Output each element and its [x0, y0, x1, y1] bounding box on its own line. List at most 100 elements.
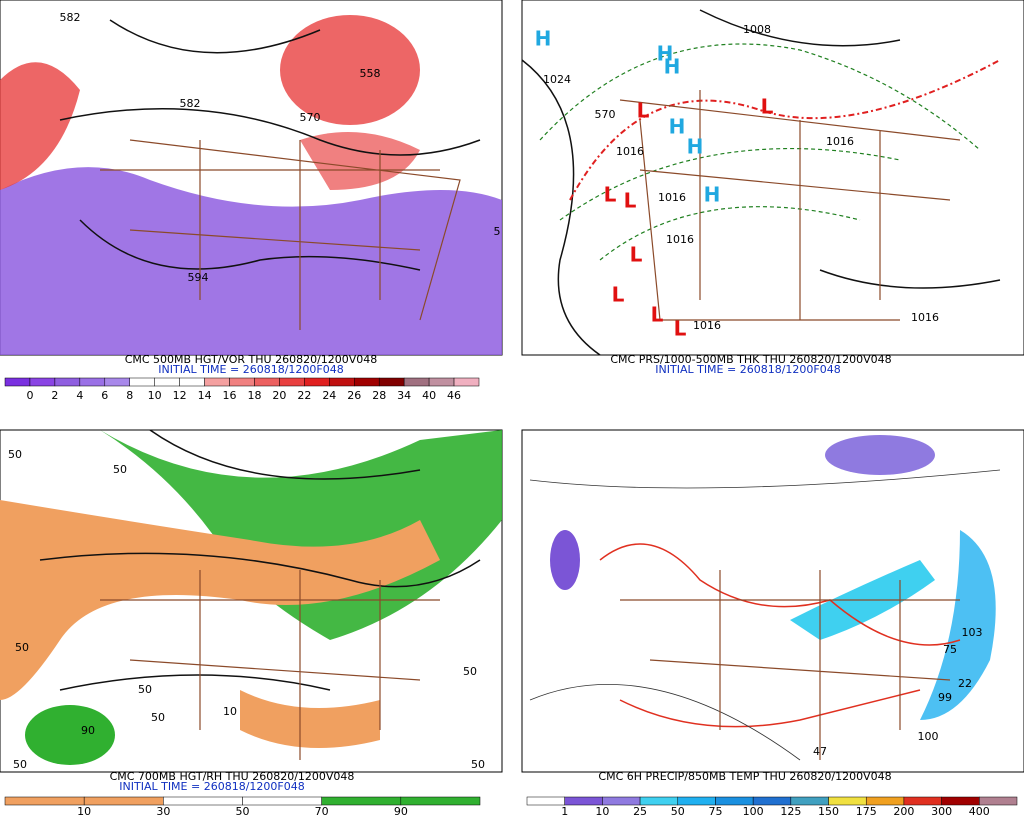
- thickness-contour: [539, 43, 981, 261]
- colorbar-swatch: [229, 377, 255, 387]
- contour-label: 558: [360, 67, 381, 80]
- colorbar-label: 10: [148, 389, 162, 402]
- high-marker: H: [704, 183, 721, 207]
- colorbar-label: 18: [247, 389, 261, 402]
- colorbar-label: 8: [126, 389, 133, 402]
- contour-label: 99: [938, 691, 952, 704]
- colorbar-swatch: [79, 377, 106, 387]
- colorbar-swatch: [564, 796, 603, 806]
- contour-label: 50: [471, 758, 485, 771]
- borders: [620, 570, 960, 760]
- contour-label: 50: [13, 758, 27, 771]
- colorbar-swatch: [526, 796, 565, 806]
- high-marker: H: [535, 27, 552, 51]
- colorbar-swatch: [329, 377, 355, 387]
- colorbar-label: 400: [969, 805, 990, 818]
- colorbar-swatch: [428, 377, 455, 387]
- colorbar-label: 46: [447, 389, 461, 402]
- colorbar-swatch: [254, 377, 280, 387]
- colorbar-label: 175: [856, 805, 877, 818]
- contour-label: 1016: [616, 145, 644, 158]
- height-contour: [59, 19, 481, 271]
- colorbar-swatch: [4, 796, 85, 806]
- colorbar-label: 24: [322, 389, 336, 402]
- contour-label: 10: [223, 705, 237, 718]
- colorbar-label: 75: [708, 805, 722, 818]
- borders: [619, 90, 961, 321]
- colorbar-label: 125: [780, 805, 801, 818]
- borders: [100, 139, 461, 330]
- colorbar-label: 100: [743, 805, 764, 818]
- dry-area: [240, 690, 380, 748]
- contour-label: 75: [943, 643, 957, 656]
- colorbar-label: 10: [595, 805, 609, 818]
- colorbar-label: 50: [236, 805, 250, 818]
- colorbar-swatch: [790, 796, 829, 806]
- colorbar-swatch: [677, 796, 716, 806]
- temperature-contour: [529, 469, 1001, 761]
- contour-label: 1024: [543, 73, 571, 86]
- colorbar-swatch: [242, 796, 322, 806]
- contour-label: 594: [188, 271, 209, 284]
- colorbar-swatch: [453, 377, 480, 387]
- colorbar-swatch: [204, 377, 230, 387]
- contour-label: 1016: [693, 319, 721, 332]
- colorbar-swatch: [403, 377, 430, 387]
- map-title: CMC 700MB HGT/RH THU 260820/1200V048: [110, 770, 355, 783]
- colorbar-swatch: [378, 377, 405, 387]
- map-frame: [521, 429, 1024, 773]
- panel-humidity: [0, 429, 503, 773]
- colorbar-swatch: [715, 796, 754, 806]
- colorbar-swatch: [354, 377, 380, 387]
- vorticity-area: [0, 167, 502, 355]
- contour-label: 1016: [911, 311, 939, 324]
- high-marker: H: [669, 115, 686, 139]
- contour-label: 100: [918, 730, 939, 743]
- colorbar-label: 12: [173, 389, 187, 402]
- colorbar-label: 30: [156, 805, 170, 818]
- panel-precip: [521, 429, 1024, 773]
- low-marker: L: [674, 317, 687, 341]
- panel-pressure: [521, 0, 1024, 356]
- low-marker: L: [637, 99, 650, 123]
- low-marker: L: [612, 283, 625, 307]
- colorbar-label: 90: [394, 805, 408, 818]
- colorbar-swatch: [104, 377, 130, 387]
- contour-label: 5: [494, 225, 501, 238]
- high-marker: H: [657, 42, 674, 66]
- colorbar-label: 300: [931, 805, 952, 818]
- humid-area: [25, 705, 115, 765]
- colorbar-swatch: [83, 796, 164, 806]
- initial-time: INITIAL TIME = 260818/1200F048: [158, 363, 343, 376]
- contour-label: 50: [138, 683, 152, 696]
- colorbar-label: 20: [272, 389, 286, 402]
- contour-label: 50: [463, 665, 477, 678]
- panel-vorticity: [0, 0, 503, 356]
- colorbar-label: 70: [315, 805, 329, 818]
- colorbar-label: 150: [818, 805, 839, 818]
- colorbar-swatch: [752, 796, 792, 806]
- map-title: CMC 500MB HGT/VOR THU 260820/1200V048: [125, 353, 378, 366]
- precip-area: [825, 435, 935, 475]
- contour-label: 103: [962, 626, 983, 639]
- precip-area: [920, 530, 996, 720]
- low-marker: L: [604, 183, 617, 207]
- colorbar-swatch: [321, 796, 402, 806]
- colorbar-label: 2: [51, 389, 58, 402]
- contour-label: 50: [15, 641, 29, 654]
- colorbar-label: 1: [561, 805, 568, 818]
- map-frame: [521, 0, 1024, 356]
- colorbar-swatch: [4, 377, 31, 387]
- precip-area: [550, 530, 580, 590]
- contour-label: 1016: [826, 135, 854, 148]
- map-title: CMC PRS/1000-500MB THK THU 260820/1200V0…: [610, 353, 891, 366]
- contour-label: 50: [151, 711, 165, 724]
- colorbar-label: 4: [76, 389, 83, 402]
- colorbar-label: 22: [297, 389, 311, 402]
- colorbar-label: 40: [422, 389, 436, 402]
- colorbar-swatch: [54, 377, 81, 387]
- initial-time: INITIAL TIME = 260818/1200F048: [655, 363, 840, 376]
- colorbar-swatch: [865, 796, 905, 806]
- colorbar-swatch: [129, 377, 155, 387]
